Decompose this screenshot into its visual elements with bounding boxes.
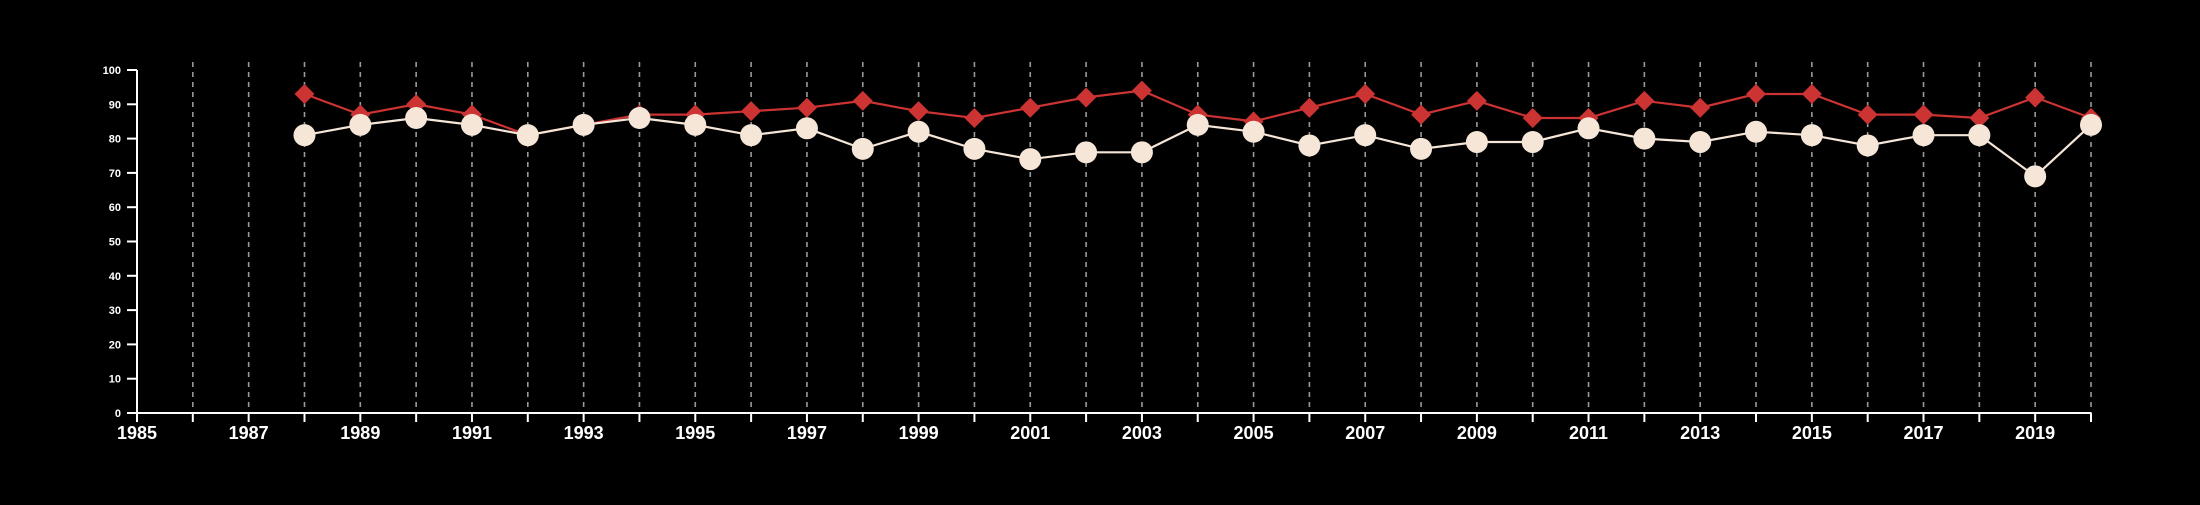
series-0-point-2008 (1411, 104, 1432, 125)
series-1-point-1993 (572, 113, 595, 136)
series-0-point-1997 (796, 97, 817, 118)
series-1-point-2006 (1298, 134, 1321, 157)
series-1-point-1994 (628, 107, 651, 130)
series-0-point-2002 (1076, 87, 1097, 108)
series-0-point-2006 (1299, 97, 1320, 118)
series-0-point-2014 (1746, 84, 1767, 105)
x-tick-label-1991: 1991 (452, 423, 492, 443)
grid (192, 62, 2092, 413)
y-tick-label-0: 0 (115, 408, 121, 420)
series-1-point-1998 (851, 137, 874, 160)
series-1-point-1991 (460, 113, 483, 136)
x-tick-label-1989: 1989 (340, 423, 380, 443)
series-0-point-2003 (1131, 80, 1152, 101)
series-1-point-1989 (349, 113, 372, 136)
series-1-point-2014 (1745, 120, 1768, 143)
series-1-point-1999 (907, 120, 930, 143)
x-tick-label-2007: 2007 (1345, 423, 1385, 443)
series-0-point-1988 (294, 84, 315, 105)
y-tick-label-90: 90 (109, 99, 121, 111)
y-tick-label-30: 30 (109, 305, 121, 317)
y-tick-label-100: 100 (103, 65, 121, 77)
series-1-point-2018 (1968, 124, 1991, 147)
series-1-point-2004 (1186, 113, 1209, 136)
x-tick-label-1987: 1987 (229, 423, 269, 443)
y-tick-label-60: 60 (109, 202, 121, 214)
x-tick-label-1999: 1999 (899, 423, 939, 443)
series-0-point-2007 (1355, 84, 1376, 105)
series-0-point-2015 (1801, 84, 1822, 105)
x-tick-label-2019: 2019 (2015, 423, 2055, 443)
y-tick-label-50: 50 (109, 237, 121, 249)
series-1-point-2007 (1354, 124, 1377, 147)
series-1-point-2008 (1410, 137, 1433, 160)
series-0-point-2009 (1466, 90, 1487, 111)
series-1-point-2003 (1130, 141, 1153, 164)
series-1-point-1997 (795, 117, 818, 140)
series-1-point-2001 (1019, 148, 1042, 171)
series-1-point-2009 (1465, 131, 1488, 154)
series-1-point-2019 (2024, 165, 2047, 188)
series-0-point-2017 (1913, 104, 1934, 125)
series-0-point-1998 (852, 90, 873, 111)
series-1-point-1992 (516, 124, 539, 147)
series-1-point-2013 (1689, 131, 1712, 154)
series-0-point-2000 (964, 108, 985, 129)
series-0-point-2019 (2025, 87, 2046, 108)
x-tick-label-2017: 2017 (1903, 423, 1943, 443)
series-1-point-1990 (405, 107, 428, 130)
x-tick-label-1995: 1995 (675, 423, 715, 443)
y-tick-label-80: 80 (109, 134, 121, 146)
y-tick-label-70: 70 (109, 168, 121, 180)
series-1-point-1996 (740, 124, 763, 147)
series-1 (293, 107, 2102, 188)
series-1-point-2010 (1521, 131, 1544, 154)
series-1-point-2015 (1800, 124, 1823, 147)
x-tick-label-2005: 2005 (1234, 423, 1274, 443)
x-tick-label-2003: 2003 (1122, 423, 1162, 443)
x-tick-label-2013: 2013 (1680, 423, 1720, 443)
x-tick-label-1993: 1993 (564, 423, 604, 443)
x-tick-label-1997: 1997 (787, 423, 827, 443)
series-1-point-1988 (293, 124, 316, 147)
axes: 0 10 20 30 40 50 60 70 80 90 100 1985 1987 1989 1991 19… (103, 65, 2092, 443)
series-0-point-1999 (908, 101, 929, 122)
series-0-point-2016 (1857, 104, 1878, 125)
series-1-point-2011 (1577, 117, 1600, 140)
series-0-point-1996 (741, 101, 762, 122)
series-1-point-2005 (1242, 120, 1265, 143)
series-0-point-2001 (1020, 97, 1041, 118)
series-1-point-2000 (963, 137, 986, 160)
series-0-point-2010 (1522, 108, 1543, 129)
series-1-point-2017 (1912, 124, 1935, 147)
x-tick-label-1985: 1985 (117, 423, 157, 443)
y-tick-label-40: 40 (109, 271, 121, 283)
series-1-point-1995 (684, 113, 707, 136)
x-tick-label-2011: 2011 (1569, 423, 1608, 443)
series-0-point-2013 (1690, 97, 1711, 118)
series-1-point-2002 (1075, 141, 1098, 164)
x-tick-label-2001: 2001 (1010, 423, 1050, 443)
series-1-point-2012 (1633, 127, 1656, 150)
y-tick-label-20: 20 (109, 339, 121, 351)
series-0-point-2018 (1969, 108, 1990, 129)
series-1-point-2020 (2080, 113, 2102, 136)
x-tick-label-2015: 2015 (1792, 423, 1832, 443)
x-tick-label-2009: 2009 (1457, 423, 1497, 443)
series (293, 80, 2102, 188)
y-tick-label-10: 10 (109, 374, 121, 386)
series-0-point-2012 (1634, 90, 1655, 111)
series-1-point-2016 (1856, 134, 1879, 157)
